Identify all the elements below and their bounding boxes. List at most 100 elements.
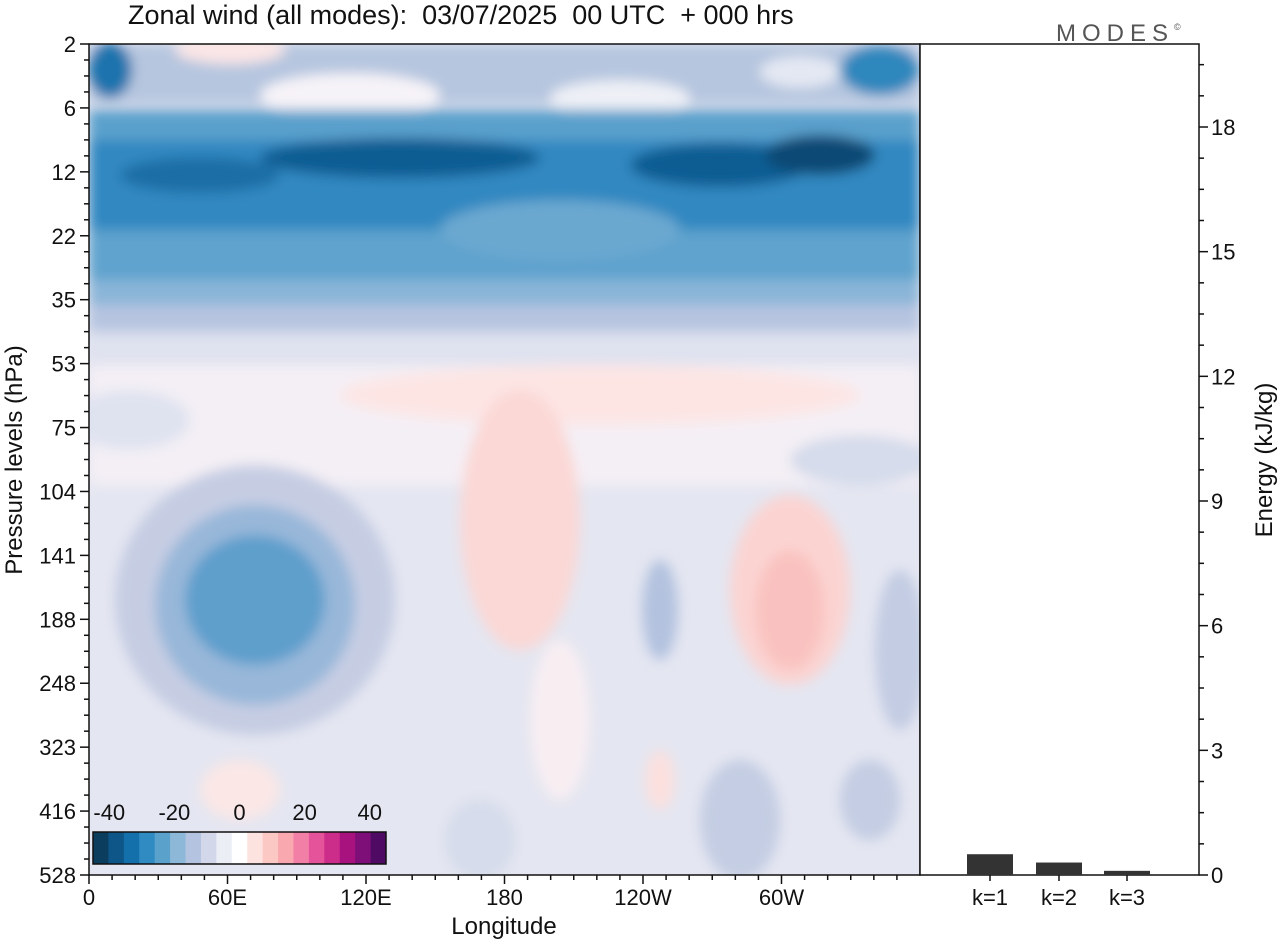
modes-logo: MODES© [1056, 20, 1181, 48]
colorbar-tick-labels: -40 -20 0 20 40 [93, 800, 382, 825]
energy-x-label: k=1 [972, 885, 1008, 910]
colorbar-swatch [200, 832, 217, 864]
westerly-patch [340, 365, 860, 425]
y-tick-label: 35 [52, 288, 76, 313]
easterly-patch [875, 570, 920, 730]
energy-x-label: k=3 [1109, 885, 1145, 910]
x-axis-title: Longitude [451, 913, 556, 940]
colorbar-swatch [247, 832, 264, 864]
easterly-patch [642, 560, 678, 660]
colorbar-swatch [308, 832, 325, 864]
easterly-patch [840, 760, 900, 840]
energy-bar-k=1 [967, 854, 1013, 875]
jet-core [260, 138, 540, 178]
y-tick-label: 6 [64, 96, 76, 121]
colorbar-swatch [262, 832, 279, 864]
jet-core [120, 157, 280, 193]
weak-wind-patch [530, 640, 590, 800]
colorbar-tick-label: 20 [292, 800, 316, 825]
y-tick-label: 188 [39, 607, 76, 632]
colorbar-swatch [108, 832, 125, 864]
colorbar-frame [92, 831, 387, 865]
colorbar-swatch [123, 832, 140, 864]
y-axis-title: Pressure levels (hPa) [1, 345, 28, 574]
strong-easterly-core [840, 45, 920, 95]
y-tick-label: 22 [52, 224, 76, 249]
energy-panel-frame [919, 43, 1200, 876]
weak-wind-patch [260, 73, 440, 117]
jet-edge [440, 200, 680, 260]
weak-wind-patch [550, 80, 690, 116]
colorbar-tick-label: 40 [357, 800, 381, 825]
energy-y-tick-label: 6 [1211, 614, 1223, 639]
energy-y-tick-label: 12 [1211, 364, 1235, 389]
energy-x-label: k=2 [1041, 885, 1077, 910]
colorbar-swatch [170, 832, 187, 864]
colorbar-swatch [231, 832, 248, 864]
easterly-patch [445, 800, 515, 875]
colorbar-swatch [278, 832, 294, 864]
y-tick-label: 248 [39, 671, 76, 696]
colorbar-tick-label: 0 [233, 800, 245, 825]
energy-y-axis-title: Energy (kJ/kg) [1251, 383, 1278, 538]
x-tick-label: 60E [208, 885, 247, 910]
energy-y-tick-label: 9 [1211, 489, 1223, 514]
x-axis-ticks [88, 875, 898, 884]
colorbar-swatch [139, 832, 156, 864]
colorbar-swatch [216, 832, 233, 864]
strong-easterly-core [89, 44, 132, 98]
colorbar-swatch [293, 832, 310, 864]
jet-core [765, 135, 875, 175]
colorbar-swatch [355, 832, 372, 864]
colorbar-swatch [370, 832, 387, 864]
y-tick-label: 528 [39, 863, 76, 888]
colorbar-tick-label: -20 [158, 800, 190, 825]
y-tick-label: 2 [64, 32, 76, 57]
y-axis-ticks [80, 43, 89, 876]
y-tick-label: 75 [52, 416, 76, 441]
x-tick-label: 0 [83, 885, 95, 910]
wind-contours [89, 44, 920, 875]
y-tick-label: 53 [52, 352, 76, 377]
x-axis-tick-labels: 0 60E 120E 180 120W 60W [83, 885, 804, 910]
energy-y-axis-tick-labels: 0 3 6 9 12 15 18 [1211, 115, 1235, 888]
westerly-patch [645, 750, 675, 810]
logo-text: MODES [1056, 20, 1175, 47]
y-tick-label: 104 [39, 479, 76, 504]
energy-y-tick-label: 15 [1211, 240, 1235, 265]
y-tick-label: 416 [39, 799, 76, 824]
colorbar-swatch [185, 832, 202, 864]
energy-y-tick-label: 0 [1211, 863, 1223, 888]
x-tick-label: 120E [340, 885, 391, 910]
y-tick-label: 12 [52, 160, 76, 185]
colorbar [92, 831, 387, 865]
weak-wind-patch [760, 56, 840, 88]
colorbar-swatch [339, 832, 356, 864]
easterly-patch [790, 435, 920, 485]
energy-y-tick-label: 3 [1211, 738, 1223, 763]
heatmap-field [89, 44, 920, 875]
colorbar-tick-label: -40 [93, 800, 125, 825]
energy-bar-k=3 [1104, 870, 1150, 875]
y-axis-tick-labels: 2 6 12 22 35 53 75 104 141 188 248 323 416 528 [39, 32, 76, 888]
energy-x-axis-labels: k=1 k=2 k=3 [972, 885, 1145, 910]
easterly-patch [700, 760, 780, 875]
chart-title: Zonal wind (all modes): 03/07/2025 00 UT… [128, 0, 794, 30]
jet-core [630, 143, 810, 187]
westerly-patch [200, 760, 280, 820]
energy-y-tick-label: 18 [1211, 115, 1235, 140]
energy-bar-k=2 [1036, 862, 1082, 875]
energy-bars [967, 854, 1150, 881]
colorbar-swatch [93, 832, 109, 864]
colorbar-swatch [324, 832, 341, 864]
colorbar-swatch [154, 832, 171, 864]
energy-y-axis-ticks [1199, 63, 1208, 876]
y-tick-label: 141 [39, 543, 76, 568]
logo-copyright: © [1174, 22, 1181, 32]
westerly-patch [460, 390, 580, 650]
upper-trop-easterly-core [185, 535, 325, 665]
weak-wind-patch [175, 44, 285, 64]
x-tick-label: 60W [759, 885, 804, 910]
band-transition [89, 280, 920, 308]
